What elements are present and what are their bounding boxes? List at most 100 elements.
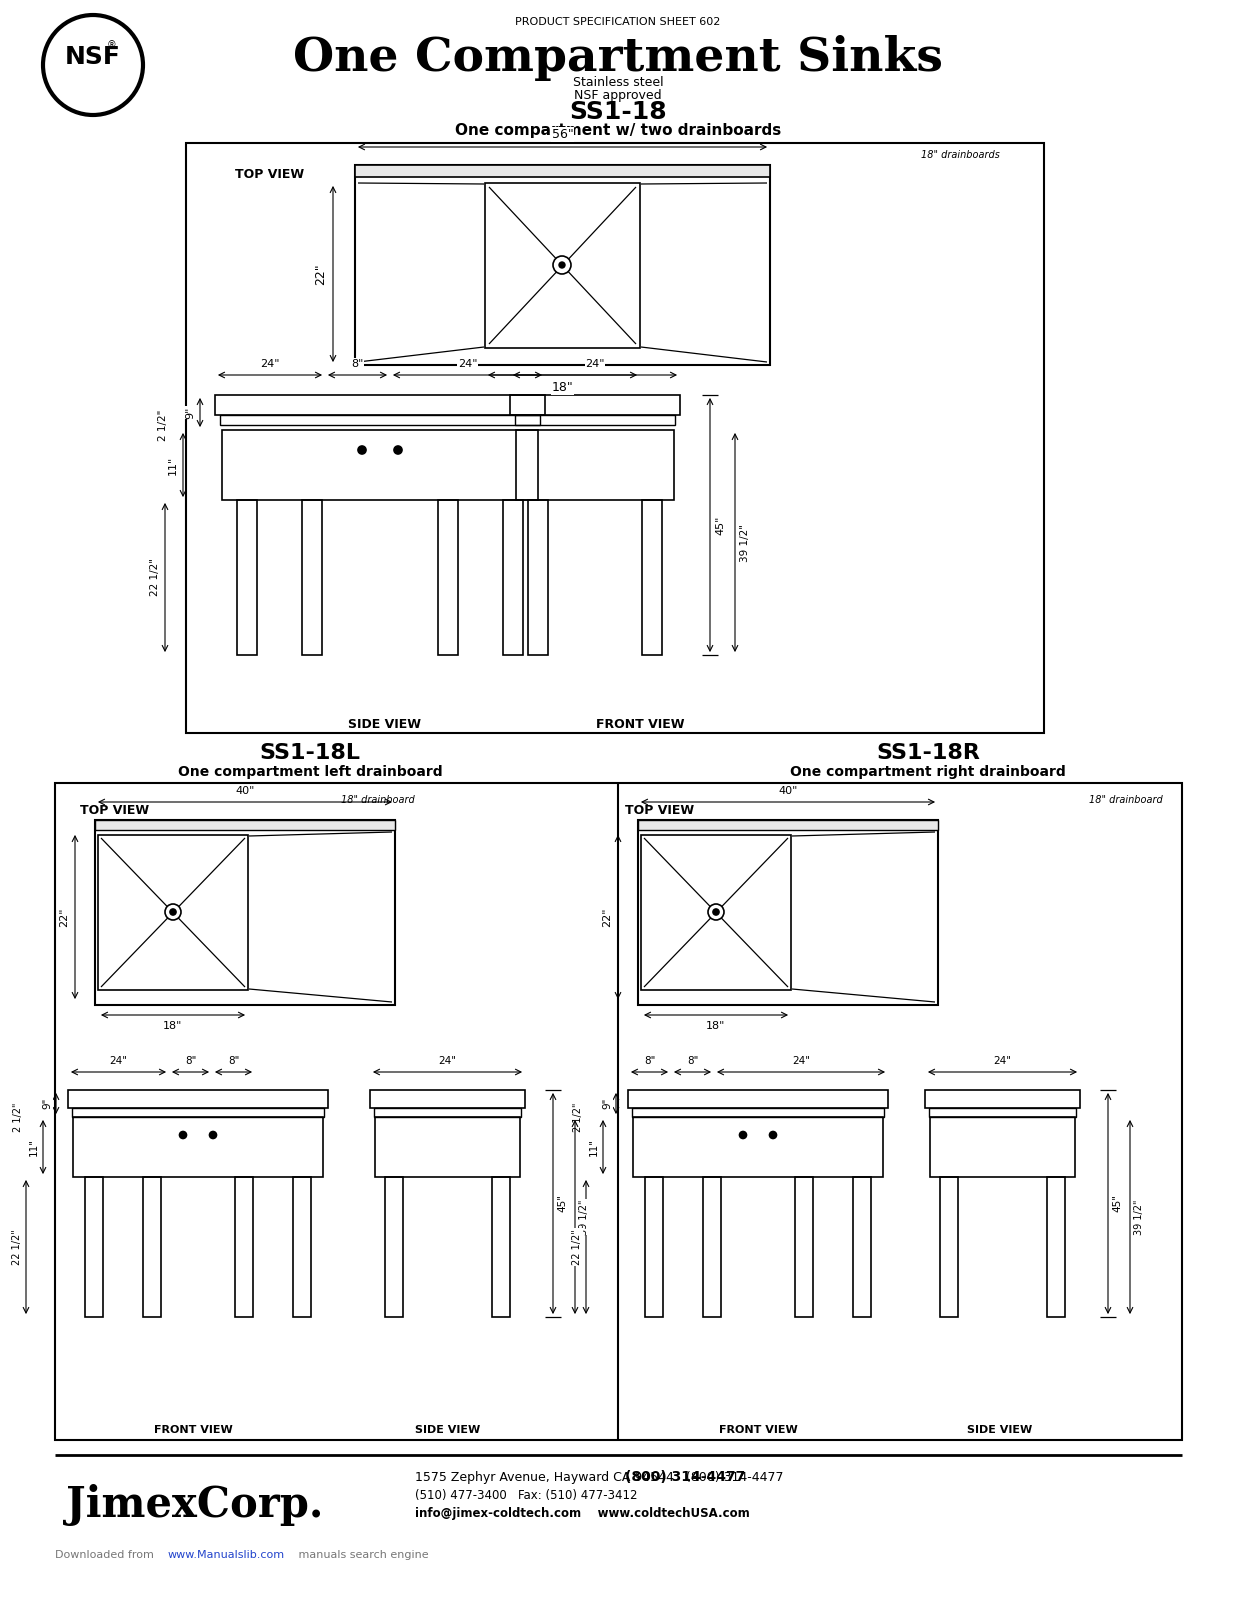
Bar bbox=[633, 1117, 883, 1178]
Bar bbox=[302, 499, 322, 654]
Text: 8": 8" bbox=[687, 1056, 698, 1066]
Text: 9": 9" bbox=[186, 406, 195, 419]
Circle shape bbox=[769, 1131, 777, 1139]
Text: manuals search engine: manuals search engine bbox=[294, 1550, 429, 1560]
Bar bbox=[238, 499, 257, 654]
Text: 45": 45" bbox=[1112, 1195, 1122, 1213]
Text: SIDE VIEW: SIDE VIEW bbox=[349, 718, 422, 731]
Text: JimexCorp.: JimexCorp. bbox=[67, 1485, 324, 1526]
Bar bbox=[68, 1090, 328, 1107]
Circle shape bbox=[395, 446, 402, 454]
Bar bbox=[930, 1117, 1075, 1178]
Bar bbox=[355, 165, 769, 178]
Bar bbox=[293, 1178, 310, 1317]
Text: (510) 477-3400   Fax: (510) 477-3412: (510) 477-3400 Fax: (510) 477-3412 bbox=[414, 1488, 637, 1501]
Text: 18" drainboards: 18" drainboards bbox=[922, 150, 999, 160]
Text: One compartment right drainboard: One compartment right drainboard bbox=[790, 765, 1066, 779]
Text: 11": 11" bbox=[168, 456, 178, 475]
Text: SIDE VIEW: SIDE VIEW bbox=[967, 1426, 1033, 1435]
Text: 18": 18" bbox=[163, 1021, 183, 1030]
Bar bbox=[515, 414, 675, 426]
Text: 9": 9" bbox=[602, 1098, 612, 1109]
Circle shape bbox=[559, 262, 565, 267]
Text: 8": 8" bbox=[351, 358, 364, 370]
Text: SIDE VIEW: SIDE VIEW bbox=[416, 1426, 481, 1435]
Bar bbox=[95, 819, 395, 1005]
Text: 8": 8" bbox=[184, 1056, 197, 1066]
Bar bbox=[73, 1117, 323, 1178]
Text: TOP VIEW: TOP VIEW bbox=[626, 803, 694, 816]
Text: 11": 11" bbox=[589, 1138, 599, 1155]
Text: 18" drainboard: 18" drainboard bbox=[1090, 795, 1163, 805]
Circle shape bbox=[740, 1131, 746, 1139]
Bar bbox=[510, 395, 680, 414]
Bar bbox=[54, 782, 1183, 1440]
Text: One Compartment Sinks: One Compartment Sinks bbox=[293, 35, 943, 82]
Bar bbox=[503, 499, 523, 654]
Text: NSF: NSF bbox=[66, 45, 121, 69]
Text: 2 1/2": 2 1/2" bbox=[14, 1102, 24, 1131]
Circle shape bbox=[165, 904, 181, 920]
Bar bbox=[516, 430, 674, 499]
Bar bbox=[85, 1178, 103, 1317]
Text: 24": 24" bbox=[110, 1056, 127, 1066]
Bar bbox=[644, 1178, 663, 1317]
Bar bbox=[95, 819, 395, 830]
Bar bbox=[1047, 1178, 1065, 1317]
Text: 40": 40" bbox=[778, 786, 798, 795]
Circle shape bbox=[169, 909, 176, 915]
Text: SS1-18: SS1-18 bbox=[569, 99, 667, 125]
Text: 24": 24" bbox=[438, 1056, 456, 1066]
Text: 18": 18" bbox=[706, 1021, 726, 1030]
Text: 9": 9" bbox=[42, 1098, 52, 1109]
Circle shape bbox=[708, 904, 724, 920]
Bar bbox=[438, 499, 458, 654]
Text: 18" drainboard: 18" drainboard bbox=[341, 795, 414, 805]
Bar bbox=[355, 165, 769, 365]
Bar bbox=[143, 1178, 161, 1317]
Text: 56": 56" bbox=[552, 128, 574, 141]
Text: FRONT VIEW: FRONT VIEW bbox=[153, 1426, 233, 1435]
Text: 45": 45" bbox=[715, 515, 725, 534]
Text: PRODUCT SPECIFICATION SHEET 602: PRODUCT SPECIFICATION SHEET 602 bbox=[516, 18, 721, 27]
Text: 24": 24" bbox=[792, 1056, 810, 1066]
Bar bbox=[235, 1178, 254, 1317]
Text: 18": 18" bbox=[552, 381, 574, 394]
Bar bbox=[220, 414, 541, 426]
Bar bbox=[485, 182, 640, 349]
Text: One compartment left drainboard: One compartment left drainboard bbox=[178, 765, 443, 779]
Circle shape bbox=[179, 1131, 187, 1139]
Text: SS1-18R: SS1-18R bbox=[876, 742, 980, 763]
Bar bbox=[628, 1090, 888, 1107]
Text: 24": 24" bbox=[585, 358, 605, 370]
Bar bbox=[641, 835, 790, 990]
Text: 39 1/2": 39 1/2" bbox=[1134, 1200, 1144, 1235]
Bar bbox=[186, 142, 1044, 733]
Text: 24": 24" bbox=[260, 358, 280, 370]
Bar bbox=[929, 1107, 1076, 1117]
Circle shape bbox=[357, 446, 366, 454]
Text: 8": 8" bbox=[643, 1056, 656, 1066]
Bar bbox=[215, 395, 546, 414]
Text: 2 1/2": 2 1/2" bbox=[158, 410, 168, 442]
Bar bbox=[374, 1107, 521, 1117]
Text: TOP VIEW: TOP VIEW bbox=[80, 803, 150, 816]
Text: www.Manualslib.com: www.Manualslib.com bbox=[168, 1550, 285, 1560]
Circle shape bbox=[209, 1131, 216, 1139]
Text: 8": 8" bbox=[228, 1056, 239, 1066]
Text: Stainless steel: Stainless steel bbox=[573, 75, 663, 88]
Bar bbox=[854, 1178, 871, 1317]
Circle shape bbox=[553, 256, 571, 274]
Bar bbox=[940, 1178, 957, 1317]
Text: FRONT VIEW: FRONT VIEW bbox=[719, 1426, 798, 1435]
Bar bbox=[221, 430, 538, 499]
Text: 11": 11" bbox=[28, 1138, 40, 1155]
Bar bbox=[642, 499, 662, 654]
Text: 39 1/2": 39 1/2" bbox=[740, 523, 750, 562]
Bar bbox=[72, 1107, 324, 1117]
Text: SS1-18L: SS1-18L bbox=[260, 742, 360, 763]
Text: 40": 40" bbox=[235, 786, 255, 795]
Text: 22": 22" bbox=[59, 907, 69, 926]
Text: NSF approved: NSF approved bbox=[574, 90, 662, 102]
Bar bbox=[925, 1090, 1080, 1107]
